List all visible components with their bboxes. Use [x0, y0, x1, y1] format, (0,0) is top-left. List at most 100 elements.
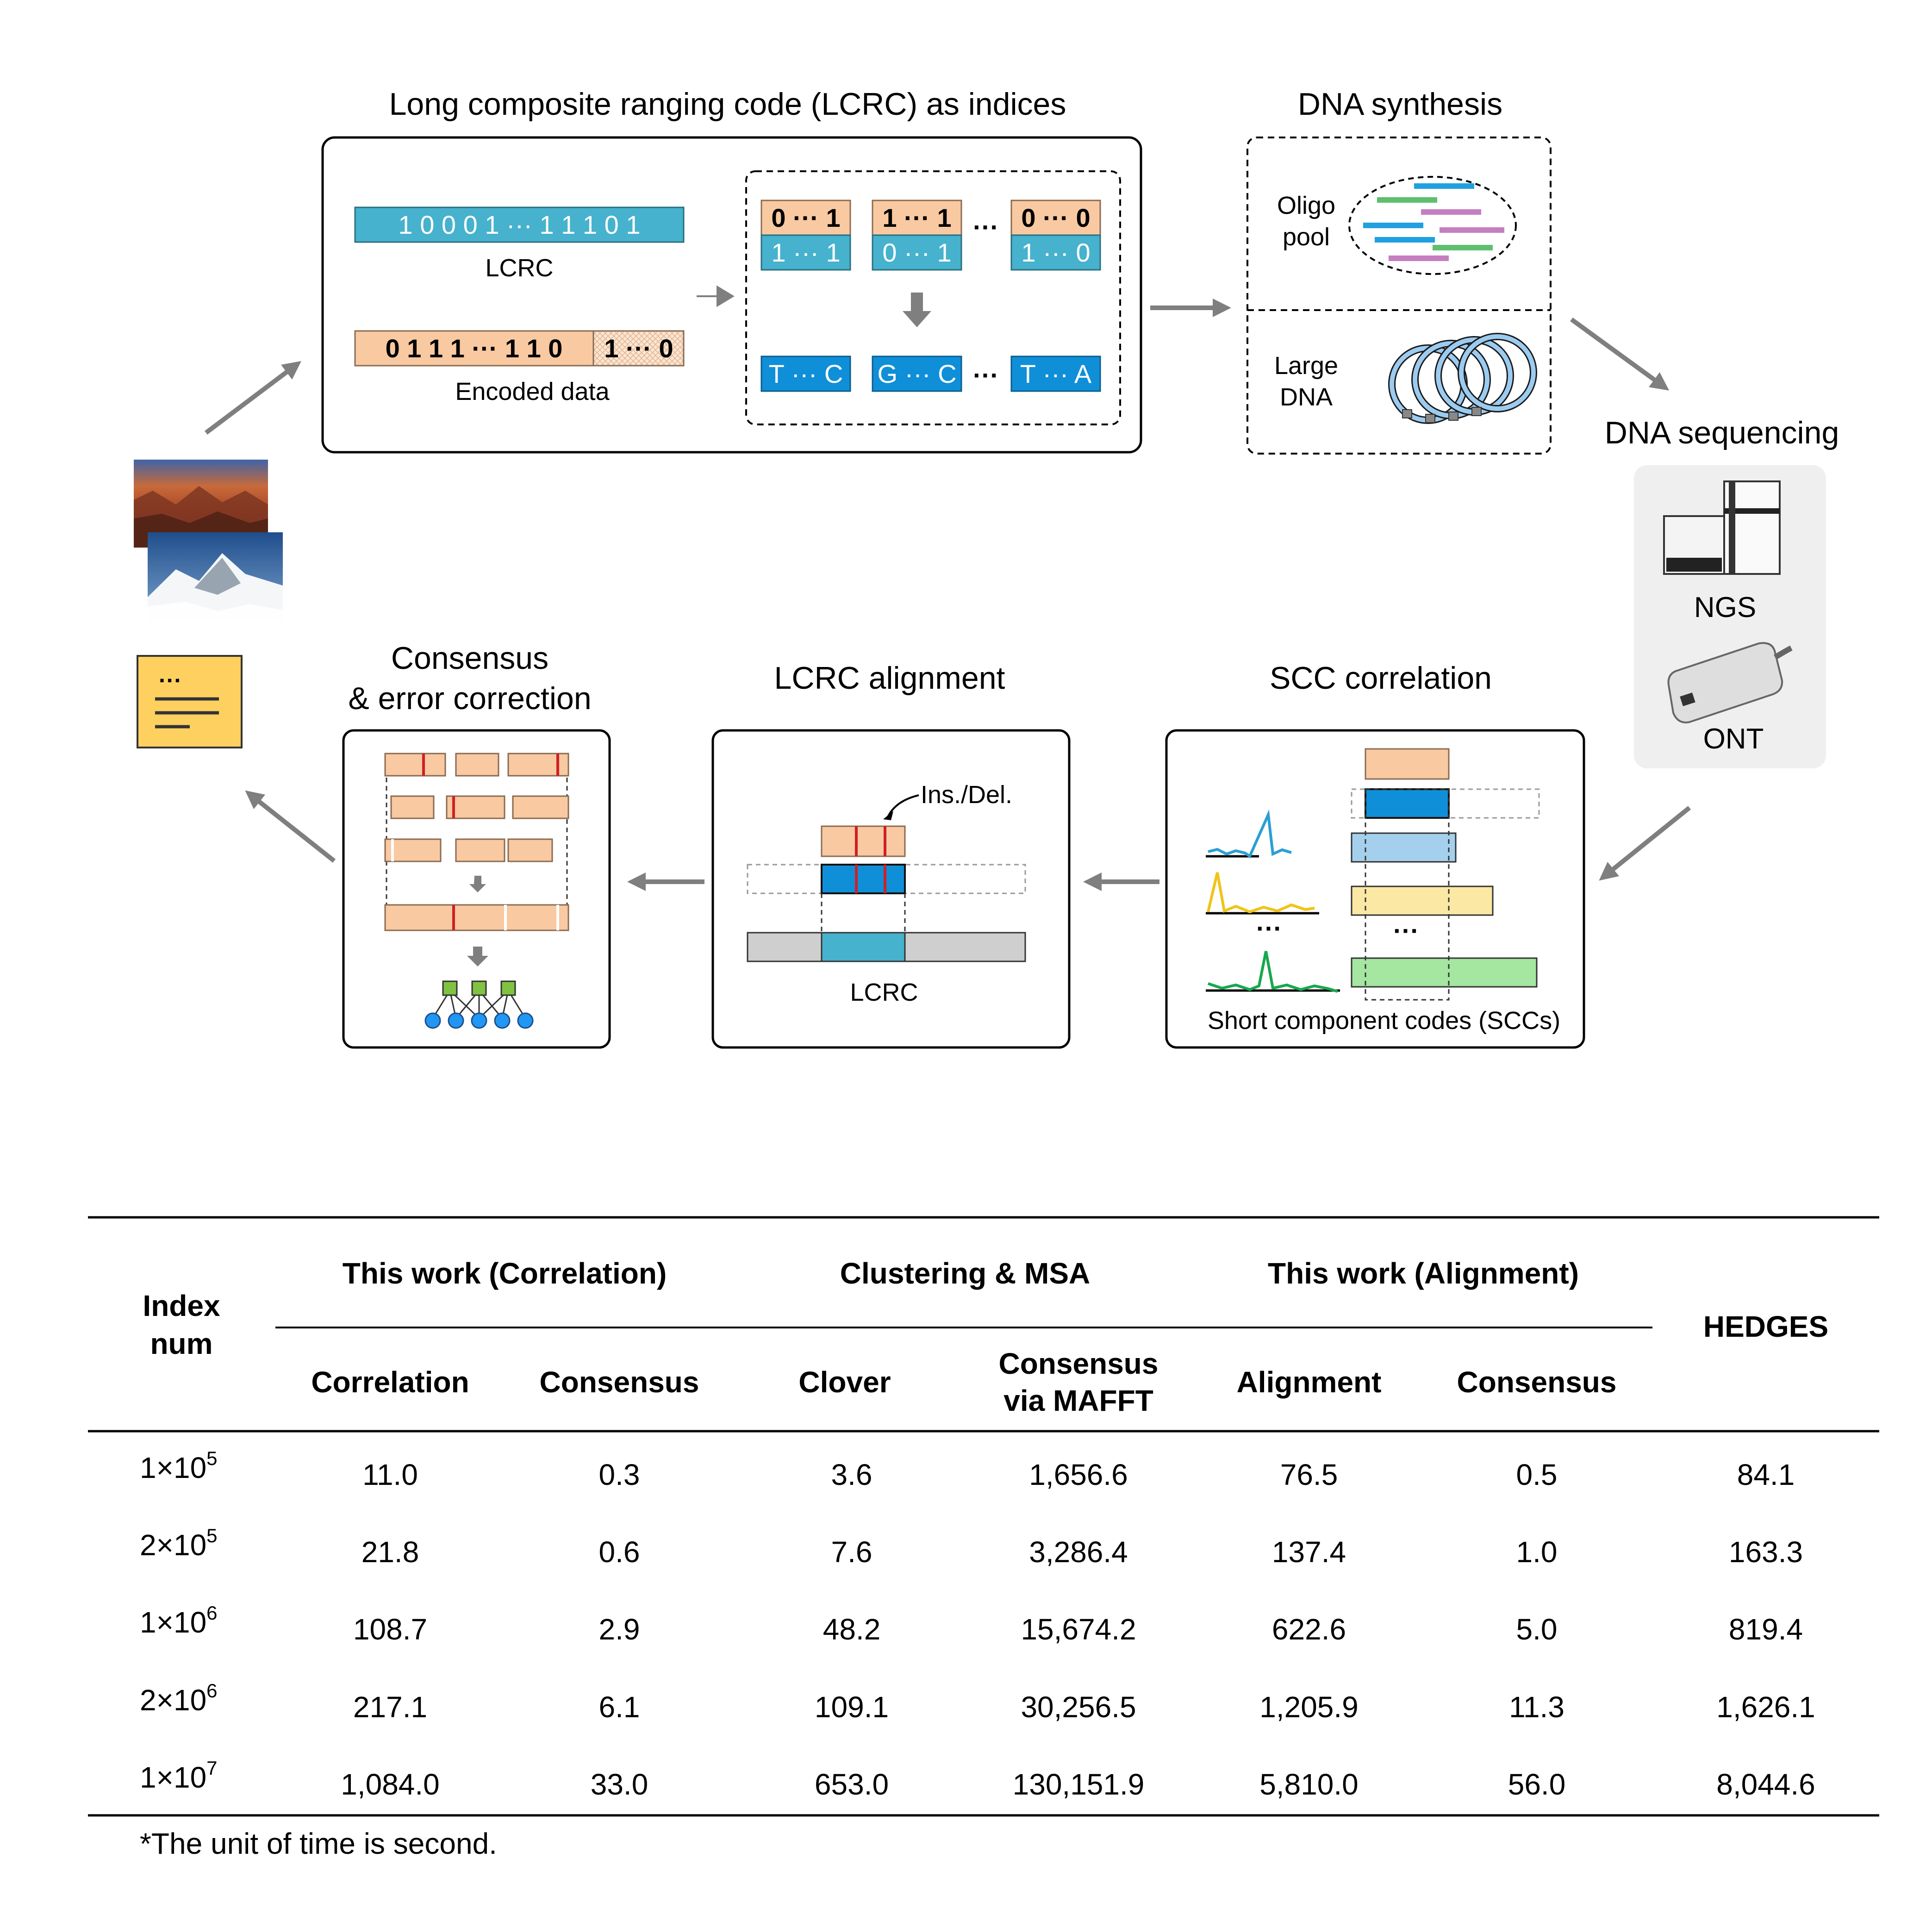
scc-title: SCC correlation [1270, 661, 1492, 696]
table-cell: 1,656.6 [1029, 1458, 1128, 1491]
row-index-base: 1×10 [140, 1761, 206, 1794]
oligo-pool-icon [1348, 176, 1517, 275]
seq-ellipsis: ··· [973, 361, 999, 390]
pair3-top [1010, 199, 1101, 236]
subheader-clover: Clover [798, 1365, 891, 1399]
lcrc-bar-label: LCRC [485, 254, 553, 282]
arrow-to-sequencing [1570, 317, 1670, 391]
row-index-base: 1×10 [140, 1451, 206, 1484]
consensus-title-line1: Consensus [391, 641, 548, 676]
table-cell: 1,626.1 [1716, 1690, 1815, 1724]
header-hedges: HEDGES [1703, 1310, 1828, 1343]
oligo-strands [1363, 183, 1504, 261]
encoded-tail-bits: 1 ··· 0 [604, 334, 673, 363]
table-cell: 7.6 [831, 1535, 873, 1569]
header-index: Index [143, 1289, 220, 1322]
scc-bar-blue [1365, 788, 1450, 819]
table-cell: 5,810.0 [1259, 1768, 1359, 1801]
input-images: ··· [134, 460, 283, 748]
insdel-label: Ins./Del. [921, 781, 1012, 809]
table-cell: 622.6 [1272, 1613, 1346, 1646]
subheader-consensus-2: Consensus [1457, 1365, 1617, 1399]
table-cell: 0.6 [599, 1535, 640, 1569]
seq2-text: G ··· C [877, 359, 956, 388]
row-index-base: 2×10 [140, 1528, 206, 1562]
document-icon: ··· [137, 655, 243, 748]
table-cell: 0.3 [599, 1458, 640, 1491]
row-index-num: 2×106 [140, 1680, 218, 1717]
seq2-box [872, 355, 962, 392]
document-ellipsis: ··· [159, 667, 182, 693]
table-cell: 30,256.5 [1021, 1690, 1136, 1724]
row-index-exponent: 6 [206, 1680, 217, 1701]
alignment-title: LCRC alignment [774, 661, 1005, 696]
ngs-label: NGS [1694, 592, 1756, 623]
decoder-graph-icon [424, 980, 534, 1029]
table-cell: 1.0 [1516, 1535, 1558, 1569]
encoded-data-label: Encoded data [455, 378, 610, 405]
seq1-text: T ··· C [769, 359, 843, 388]
row-index-num: 1×107 [140, 1757, 218, 1794]
lcrc-panel: Long composite ranging code (LCRC) as in… [321, 87, 1142, 454]
oligo-label-line2: pool [1283, 223, 1330, 251]
scc-label: Short component codes (SCCs) [1208, 1007, 1560, 1035]
row-index-num: 2×105 [140, 1525, 218, 1562]
subheader-alignment: Alignment [1237, 1365, 1382, 1399]
scc-bar-lightblue [1351, 832, 1457, 863]
table-cell: 3,286.4 [1029, 1535, 1128, 1569]
table-cell: 653.0 [815, 1768, 889, 1801]
row-index-exponent: 6 [206, 1602, 217, 1624]
pair2-bottom [872, 234, 962, 271]
table-cell: 76.5 [1280, 1458, 1338, 1491]
row-index-num: 1×106 [140, 1602, 218, 1639]
table-cell: 84.1 [1737, 1458, 1795, 1491]
table-cell: 56.0 [1508, 1768, 1566, 1801]
row-index-exponent: 5 [206, 1447, 217, 1469]
table-cell: 819.4 [1729, 1613, 1803, 1646]
sequencing-title: DNA sequencing [1605, 415, 1839, 450]
table-cell: 48.2 [823, 1613, 881, 1646]
encoded-data-tail [592, 330, 685, 367]
consensus-title-line2: & error correction [348, 681, 591, 716]
mountain-image [148, 532, 283, 621]
lcrc-bits: 1 0 0 0 1 ··· 1 1 1 0 1 [399, 210, 641, 239]
pair3-bottom [1010, 234, 1101, 271]
scc-bar-green [1351, 957, 1538, 988]
table-cell: 33.0 [591, 1768, 648, 1801]
table-cell: 6.1 [599, 1690, 640, 1724]
table-cell: 1,205.9 [1259, 1690, 1359, 1724]
table-cell: 11.3 [1509, 1690, 1564, 1724]
pair1-top-text: 0 ··· 1 [771, 203, 840, 232]
seq1-box [760, 355, 851, 392]
lcrc-bar [354, 206, 685, 243]
table-cell: 1,084.0 [341, 1768, 440, 1801]
large-dna-label-line2: DNA [1280, 383, 1333, 411]
table-cell: 2.9 [599, 1613, 640, 1646]
arrow-down-to-seq [903, 293, 931, 327]
table-cell: 217.1 [353, 1690, 427, 1724]
pair2-bottom-text: 0 ··· 1 [882, 238, 951, 267]
table-cell: 109.1 [815, 1690, 889, 1724]
alignment-panel: LCRC alignment Ins./Del. LCRC [711, 661, 1071, 1049]
consensus-merged-read [384, 904, 569, 931]
scc-panel: SCC correlation ··· ··· Short component … [1165, 661, 1585, 1049]
subheader-mafft-line2: via MAFFT [1003, 1384, 1153, 1417]
table-cell: 108.7 [353, 1613, 427, 1646]
arrow-sequencing-to-scc [1599, 806, 1691, 881]
scc-bar-orange [1365, 748, 1450, 780]
plasmid-icon [1388, 333, 1537, 424]
scc-bars-ellipsis: ··· [1393, 916, 1419, 945]
alignment-lcrc-match [821, 932, 906, 962]
seq3-box [1010, 355, 1101, 392]
header-index-num: num [150, 1327, 212, 1360]
table-cell: 130,151.9 [1013, 1768, 1145, 1801]
table-cell: 11.0 [362, 1458, 418, 1491]
pair3-bottom-text: 1 ··· 0 [1021, 238, 1090, 267]
ont-label: ONT [1703, 723, 1764, 755]
pair2-top [872, 199, 962, 236]
table-cell: 21.8 [361, 1535, 419, 1569]
table-cell: 5.0 [1516, 1613, 1558, 1646]
pairs-dashed-box [745, 170, 1121, 425]
ngs-machine-icon [1663, 480, 1781, 575]
